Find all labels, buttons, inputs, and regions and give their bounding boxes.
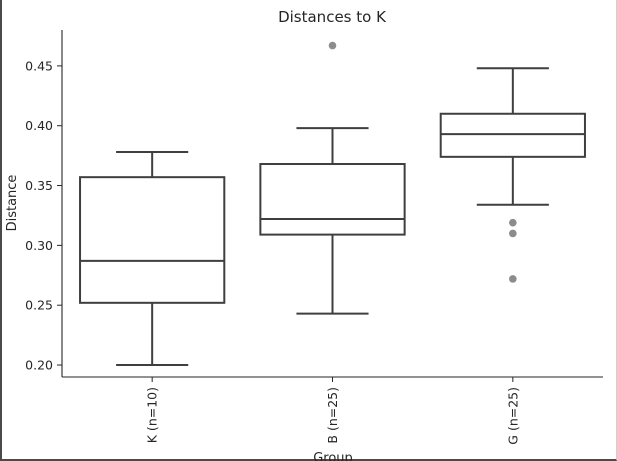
plot-area	[79, 41, 586, 367]
x-tick-label: B (n=25)	[325, 387, 340, 444]
box-group	[79, 151, 226, 367]
iqr-box	[79, 176, 226, 304]
x-tick-label: G (n=25)	[505, 387, 520, 445]
y-axis-ticks: 0.20 0.25 0.30 0.35 0.40 0.45	[25, 58, 62, 373]
y-tick-label: 0.45	[25, 58, 53, 73]
y-tick-label: 0.20	[25, 358, 53, 373]
y-axis-label: Distance	[5, 175, 20, 232]
y-tick-label: 0.40	[25, 118, 53, 133]
box-group	[259, 41, 406, 315]
x-axis-label: Group	[313, 451, 353, 461]
outlier-point	[328, 41, 337, 50]
outlier-point	[509, 275, 517, 283]
outlier-point	[509, 229, 517, 238]
y-tick-label: 0.30	[25, 238, 53, 253]
box-group	[439, 67, 586, 283]
x-tick-label: K (n=10)	[145, 387, 160, 443]
iqr-box	[439, 112, 586, 158]
chart-title: Distances to K	[278, 8, 387, 26]
outlier-point	[509, 218, 517, 227]
y-tick-label: 0.35	[25, 178, 53, 193]
y-tick-label: 0.25	[25, 298, 53, 313]
x-axis-ticks: K (n=10) B (n=25) G (n=25)	[145, 377, 520, 445]
iqr-box	[259, 163, 406, 236]
